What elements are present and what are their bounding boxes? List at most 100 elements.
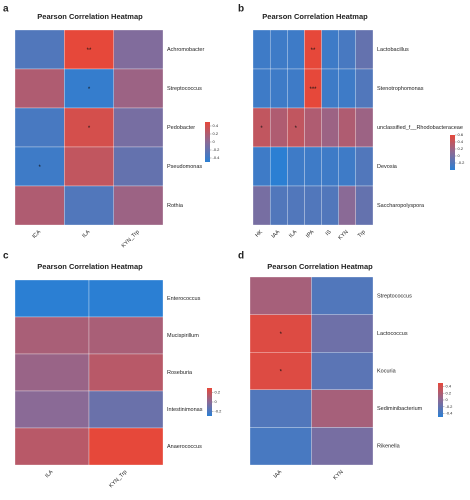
significance-label: * [38, 165, 41, 171]
heatmap-panel: d Pearson Correlation Heatmap Streptococcu… [238, 251, 453, 482]
heatmap-cell [311, 352, 374, 390]
significance-label: * [88, 87, 91, 93]
heatmap-cell [321, 185, 339, 226]
column-label: IAA [271, 229, 282, 240]
chart-title: Pearson Correlation Heatmap [262, 12, 368, 21]
heatmap-cell [252, 29, 271, 70]
heatmap-cell [355, 68, 374, 109]
heatmap-cell [14, 185, 65, 226]
row-label: Achromobacter [167, 47, 204, 53]
heatmap-cell [249, 276, 312, 315]
heatmap-cell [88, 279, 164, 318]
heatmap-cell [14, 29, 65, 70]
heatmap-cell [14, 146, 65, 187]
row-label: Roseburia [167, 370, 193, 376]
colorbar-tick-label: 0.2 [215, 390, 221, 395]
heatmap-cell [14, 68, 65, 109]
column-label: KYN [332, 469, 344, 481]
column-label: IS [325, 229, 333, 237]
column-label: IAA [273, 469, 284, 480]
significance-label: ** [87, 48, 92, 54]
row-label: Saccharopolyspora [377, 203, 425, 209]
heatmap-cell [113, 68, 164, 109]
row-label: Kocuria [377, 368, 397, 374]
heatmap-cell [113, 29, 164, 70]
colorbar [205, 122, 210, 162]
panel-label: d [238, 251, 244, 262]
heatmap-cell [269, 146, 288, 187]
panel-label: b [238, 4, 244, 15]
significance-label: * [280, 370, 283, 376]
colorbar-tick-label: 0.2 [213, 131, 219, 136]
column-label: KYN [337, 229, 349, 241]
heatmap-cell [304, 107, 322, 148]
colorbar-tick-label: -0.2 [458, 160, 466, 165]
column-label: KYN_Trp [108, 469, 128, 489]
colorbar-tick-label: 0.2 [458, 146, 464, 151]
heatmap-cell [249, 314, 312, 353]
colorbar [450, 135, 455, 170]
row-label: Lactobacillus [377, 47, 409, 53]
column-label: ICA [31, 229, 42, 240]
colorbar-tick-label: 0.4 [446, 383, 452, 388]
heatmap-cell [355, 185, 374, 226]
colorbar-tick-label: 0.2 [446, 390, 452, 395]
heatmap-cell [311, 389, 374, 428]
heatmap-cell [338, 185, 357, 226]
heatmap-panel: a Pearson Correlation Heatmap Achromobacte… [3, 4, 220, 250]
colorbar-tick-label: 0 [458, 153, 461, 158]
colorbar-tick-label: 0 [213, 139, 216, 144]
row-label: Pedobacter [167, 125, 195, 131]
heatmap-cell [338, 68, 357, 109]
row-label: Streptococcus [167, 86, 202, 92]
heatmap-cell [252, 68, 271, 109]
heatmap-cell [88, 316, 164, 355]
heatmap-cell [14, 107, 65, 148]
heatmap-cell [287, 68, 305, 109]
heatmap-cell [14, 390, 90, 429]
significance-label: * [260, 126, 263, 132]
heatmap-cell [311, 314, 374, 353]
column-label: Trp [357, 229, 367, 239]
colorbar-tick-label: -0.4 [213, 155, 221, 160]
heatmap-cell [14, 316, 90, 355]
row-label: unclassified_f__Rhodobacteraceae [377, 125, 463, 131]
colorbar-tick-label: 0.6 [458, 132, 464, 137]
panel-label: c [3, 251, 9, 262]
heatmap-cell [269, 107, 288, 148]
heatmap-cell [64, 185, 114, 226]
heatmap-cell [269, 68, 288, 109]
chart-title: Pearson Correlation Heatmap [37, 12, 143, 21]
row-label: Stenotrophomonas [377, 86, 424, 92]
heatmap-cell [304, 185, 322, 226]
row-label: Intestinimonas [167, 407, 203, 413]
heatmap-cell [88, 353, 164, 392]
significance-label: *** [309, 87, 317, 93]
heatmap-cell [311, 427, 374, 466]
significance-label: * [88, 126, 91, 132]
heatmap-cell [287, 185, 305, 226]
row-label: Enterococcus [167, 296, 201, 302]
heatmap-cell [321, 29, 339, 70]
heatmap-cell [64, 146, 114, 187]
heatmap-cell [355, 107, 374, 148]
heatmap-cell [14, 279, 90, 318]
colorbar [438, 383, 443, 417]
column-label: ILA [81, 229, 91, 239]
heatmap-cell [269, 29, 288, 70]
heatmap-cell [287, 146, 305, 187]
column-label: IPA [305, 229, 315, 239]
heatmap-cell [321, 107, 339, 148]
significance-label: * [280, 332, 283, 338]
heatmap-cell [269, 185, 288, 226]
heatmap-cell [338, 29, 357, 70]
colorbar-tick-label: -0.2 [213, 147, 221, 152]
row-label: Rikenella [377, 444, 401, 450]
row-label: Devosia [377, 164, 398, 170]
row-label: Lactococcus [377, 331, 408, 337]
colorbar-tick-label: 0.4 [213, 123, 219, 128]
column-label: ILA [44, 469, 54, 479]
colorbar-tick-label: 0 [446, 397, 449, 402]
heatmap-cell [252, 185, 271, 226]
significance-label: * [295, 126, 298, 132]
